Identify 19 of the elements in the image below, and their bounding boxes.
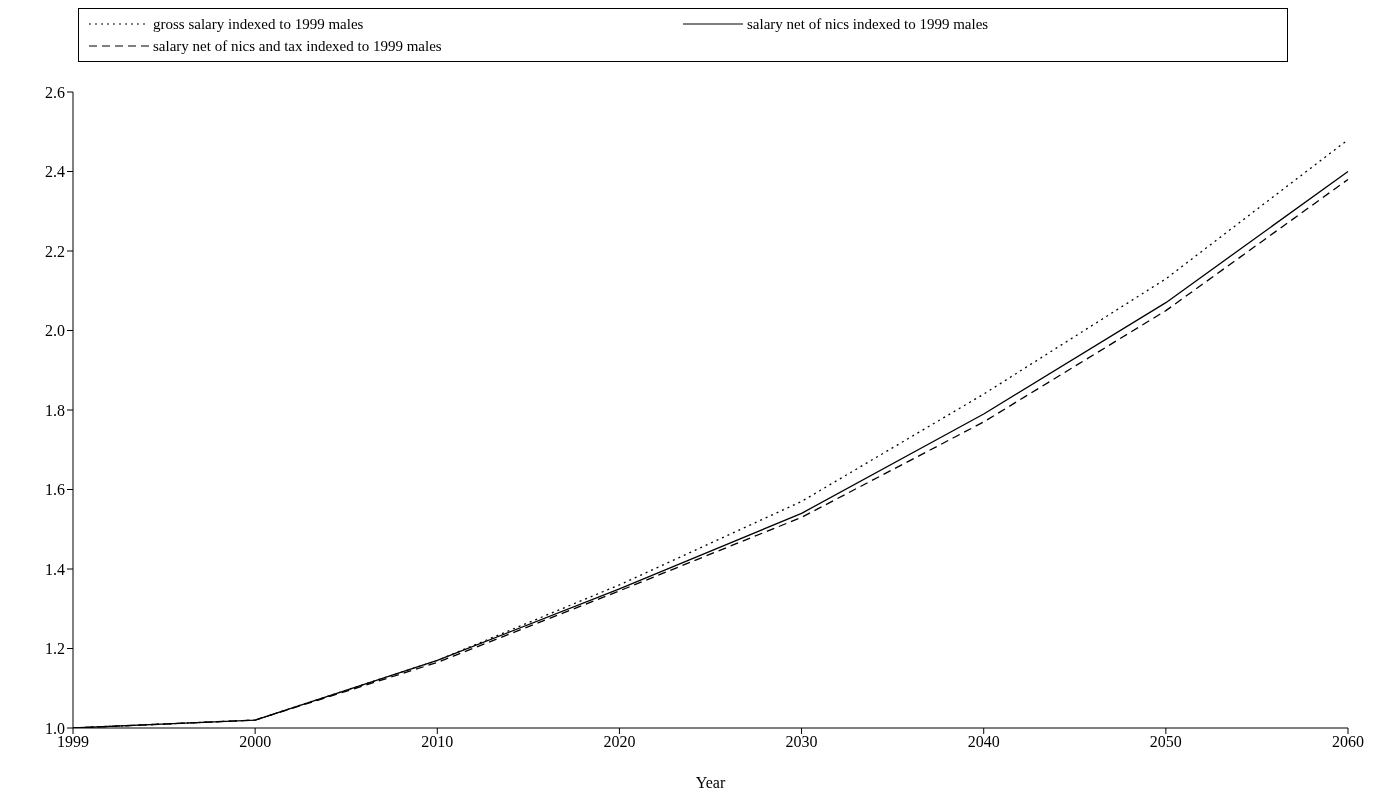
y-tick-label: 1.4	[45, 560, 65, 578]
x-tick-label: 2010	[421, 733, 454, 751]
x-axis-title: Year	[695, 774, 726, 791]
y-tick-label: 2.2	[45, 242, 65, 260]
y-tick-label: 1.8	[45, 401, 65, 419]
y-tick-label: 1.2	[45, 640, 65, 658]
x-tick-label: 2050	[1149, 733, 1182, 751]
legend-label: salary net of nics indexed to 1999 males	[747, 15, 989, 33]
x-tick-label: 2020	[603, 733, 636, 751]
x-tick-label: 2060	[1332, 733, 1364, 751]
legend-label: salary net of nics and tax indexed to 1999 males	[153, 37, 442, 55]
y-tick-label: 1.6	[45, 481, 65, 499]
y-tick-label: 2.4	[45, 163, 65, 181]
x-tick-label: 2030	[785, 733, 818, 751]
y-tick-label: 2.0	[45, 322, 65, 340]
y-tick-label: 2.6	[45, 83, 65, 101]
legend-label: gross salary indexed to 1999 males	[153, 15, 364, 33]
x-tick-label: 2000	[239, 733, 272, 751]
x-tick-label: 2040	[967, 733, 1000, 751]
